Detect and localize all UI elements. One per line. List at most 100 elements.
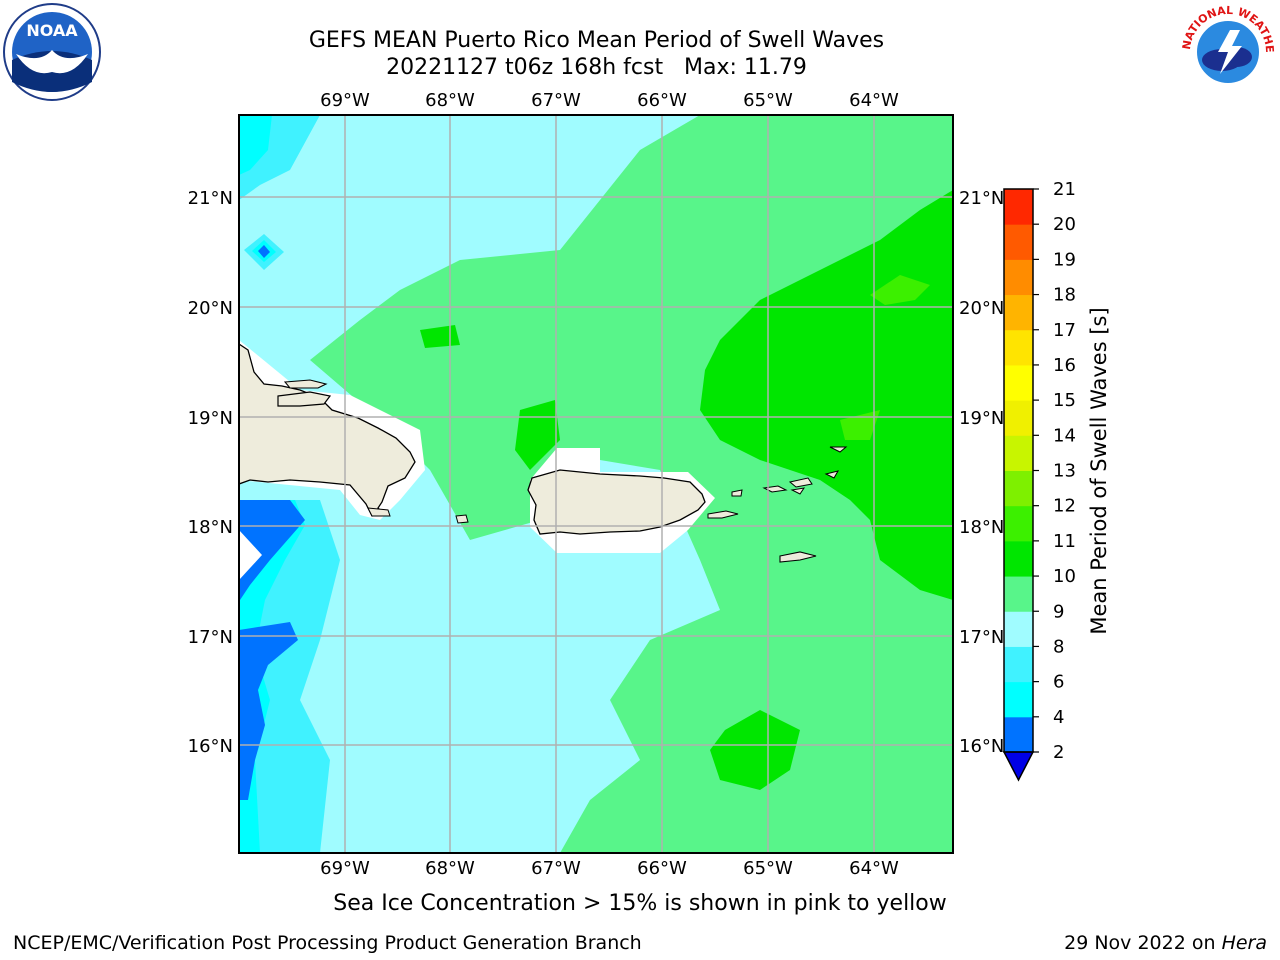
lat-label: 20°N [188, 298, 233, 319]
land-puerto-rico [527, 469, 706, 535]
colorbar-extend-arrow [1002, 751, 1035, 782]
colorbar-tick-label: 4 [1053, 707, 1064, 728]
chart-title-line2: 20221127 t06z 168h fcst Max: 11.79 [386, 55, 807, 80]
land-st-thomas [762, 485, 788, 493]
lon-label: 66°W [637, 858, 687, 879]
footer-date: 29 Nov 2022 on [1064, 932, 1222, 954]
colorbar-label: Mean Period of Swell Waves [s] [1087, 307, 1111, 634]
lon-labels-top: 69°W 68°W 67°W 66°W 65°W 64°W [320, 90, 899, 111]
colorbar-band [1004, 505, 1033, 542]
lon-label: 65°W [743, 858, 793, 879]
colorbar-band [1004, 681, 1033, 718]
colorbar-band [1004, 224, 1033, 260]
lat-label: 21°N [188, 188, 233, 209]
colorbar-tick-label: 2 [1053, 742, 1064, 763]
field-2-4-sw-lower [239, 622, 298, 800]
colorbar-band [1004, 611, 1033, 647]
lon-label: 68°W [425, 90, 475, 111]
colorbar-band [1004, 646, 1033, 683]
land-st-croix [779, 551, 817, 563]
footer-right: 29 Nov 2022 on Hera [1064, 932, 1267, 954]
lat-labels-right: 21°N 20°N 19°N 18°N 17°N 16°N [959, 188, 1004, 757]
land-culebra [731, 489, 743, 497]
lat-label: 16°N [188, 736, 233, 757]
colorbar-tick-label: 14 [1053, 425, 1076, 446]
colorbar-tick-label: 15 [1053, 390, 1076, 411]
lon-label: 68°W [425, 858, 475, 879]
land-vieques [707, 510, 739, 519]
colorbar [1002, 188, 1035, 782]
lon-label: 69°W [320, 858, 370, 879]
lon-label: 66°W [637, 90, 687, 111]
colorbar-tick-label: 18 [1053, 285, 1076, 306]
lat-label: 20°N [959, 298, 1004, 319]
colorbar-tick-label: 9 [1053, 601, 1064, 622]
field-10-11-south [710, 710, 800, 790]
map-fields [239, 115, 953, 853]
lat-label: 19°N [188, 408, 233, 429]
lon-label: 64°W [849, 858, 899, 879]
lon-label: 69°W [320, 90, 370, 111]
colorbar-tick-label: 17 [1053, 320, 1076, 341]
colorbar-band [1004, 364, 1033, 401]
missing-area-sw [239, 530, 262, 580]
chart-title-line1: GEFS MEAN Puerto Rico Mean Period of Swe… [308, 28, 885, 53]
footer-left: NCEP/EMC/Verification Post Processing Pr… [13, 932, 642, 954]
land-tortuga [283, 379, 328, 389]
land-st-john [790, 487, 806, 495]
lat-label: 19°N [959, 408, 1004, 429]
colorbar-tick-label: 19 [1053, 249, 1076, 270]
lat-label: 18°N [959, 517, 1004, 538]
colorbar-tick-label: 20 [1053, 214, 1076, 235]
land-tortola [788, 477, 813, 488]
colorbar-band [1004, 294, 1033, 331]
land-saona [367, 507, 391, 517]
lat-label: 16°N [959, 736, 1004, 757]
colorbar-tick-label: 16 [1053, 355, 1076, 376]
land-mona [455, 514, 469, 524]
field-4-6-nw [239, 115, 272, 175]
field-4-6-sw [239, 500, 305, 853]
land-hispaniola [239, 343, 416, 517]
colorbar-band [1004, 716, 1033, 753]
colorbar-tick-label: 21 [1053, 179, 1076, 200]
lat-label: 21°N [959, 188, 1004, 209]
map-frame [238, 114, 954, 854]
colorbar-tick-label: 13 [1053, 461, 1076, 482]
noaa-logo: NOAA [2, 2, 102, 102]
colorbar-tick-label: 12 [1053, 496, 1076, 517]
colorbar-band [1004, 329, 1033, 366]
lat-label: 17°N [959, 627, 1004, 648]
lon-label: 67°W [531, 858, 581, 879]
colorbar-band [1004, 540, 1033, 577]
lat-label: 17°N [188, 627, 233, 648]
nws-logo: NATIONAL WEATHER SERVICE [1174, 0, 1278, 102]
colorbar-band [1004, 435, 1033, 471]
colorbar-ticks: 2 4 6 8 9 10 11 12 13 14 15 16 17 18 19 20 21 [1033, 179, 1076, 763]
field-2-4-sw-upper [239, 500, 305, 600]
lat-labels-left: 21°N 20°N 19°N 18°N 17°N 16°N [188, 188, 233, 757]
colorbar-tick-label: 10 [1053, 566, 1076, 587]
colorbar-band [1004, 259, 1033, 296]
sea-ice-note: Sea Ice Concentration > 15% is shown in … [333, 891, 947, 916]
map-gridlines [239, 115, 953, 853]
land-virgin-gorda [824, 470, 840, 479]
lat-label: 18°N [188, 517, 233, 538]
colorbar-band [1004, 400, 1033, 436]
noaa-logo-text: NOAA [26, 21, 78, 40]
lon-label: 67°W [531, 90, 581, 111]
field-2-4-spot [258, 245, 270, 258]
colorbar-band [1004, 189, 1033, 225]
field-11-12-a [870, 275, 930, 305]
colorbar-tick-label: 6 [1053, 672, 1064, 693]
colorbar-band [1004, 576, 1033, 612]
lon-label: 64°W [849, 90, 899, 111]
colorbar-band [1004, 470, 1033, 507]
colorbar-tick-label: 8 [1053, 636, 1064, 657]
lon-label: 65°W [743, 90, 793, 111]
colorbar-tick-label: 11 [1053, 531, 1076, 552]
land-gonave [277, 391, 332, 407]
lon-labels-bottom: 69°W 68°W 67°W 66°W 65°W 64°W [320, 858, 899, 879]
footer-host: Hera [1221, 932, 1267, 954]
